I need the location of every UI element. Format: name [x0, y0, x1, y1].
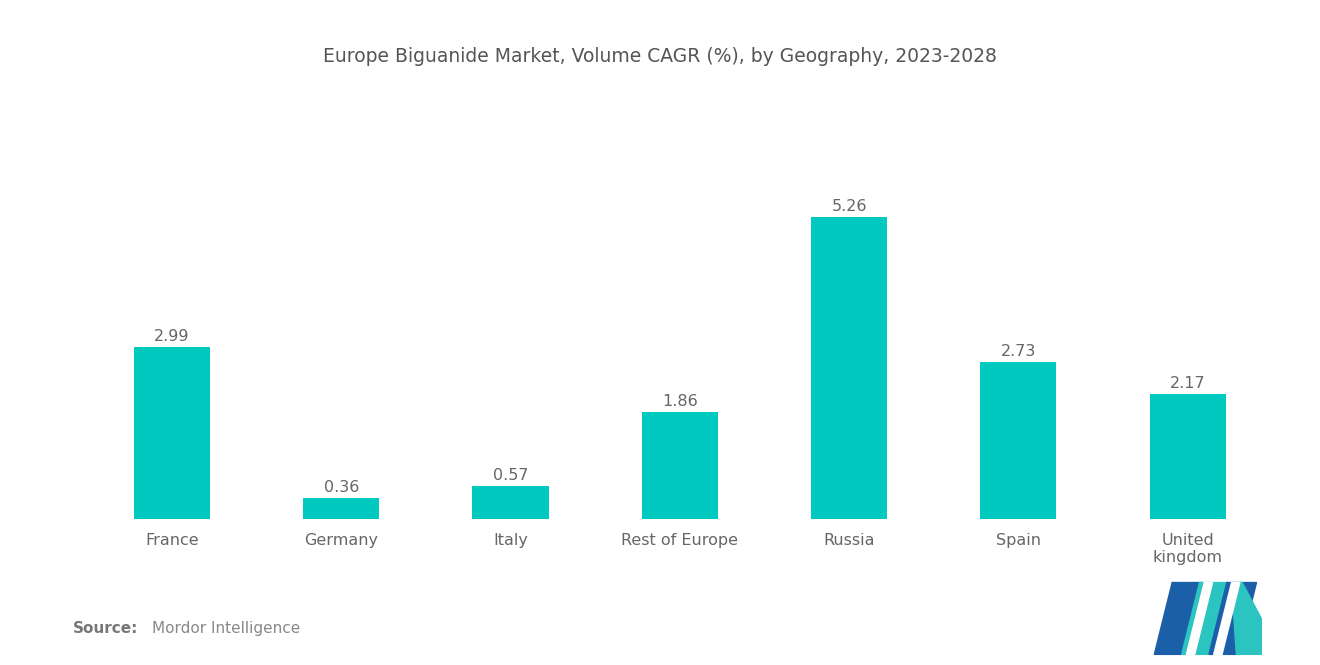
- Polygon shape: [1181, 583, 1229, 654]
- Bar: [1150, 394, 1226, 519]
- Polygon shape: [1232, 583, 1262, 654]
- Bar: [642, 412, 718, 519]
- Text: 2.17: 2.17: [1170, 376, 1205, 391]
- Polygon shape: [1154, 583, 1203, 654]
- Text: 1.86: 1.86: [661, 394, 698, 409]
- Text: Source:: Source:: [73, 621, 139, 636]
- Text: 5.26: 5.26: [832, 199, 867, 214]
- Text: 0.36: 0.36: [323, 479, 359, 495]
- Text: Europe Biguanide Market, Volume CAGR (%), by Geography, 2023-2028: Europe Biguanide Market, Volume CAGR (%)…: [323, 47, 997, 66]
- Bar: [473, 486, 549, 519]
- Bar: [133, 347, 210, 519]
- Polygon shape: [1214, 583, 1239, 654]
- Text: 2.73: 2.73: [1001, 344, 1036, 359]
- Bar: [304, 498, 379, 519]
- Text: 0.57: 0.57: [492, 467, 528, 483]
- Text: 2.99: 2.99: [154, 329, 190, 344]
- Polygon shape: [1209, 583, 1257, 654]
- Text: Mordor Intelligence: Mordor Intelligence: [152, 621, 300, 636]
- Polygon shape: [1187, 583, 1213, 654]
- Bar: [810, 217, 887, 519]
- Bar: [981, 362, 1056, 519]
